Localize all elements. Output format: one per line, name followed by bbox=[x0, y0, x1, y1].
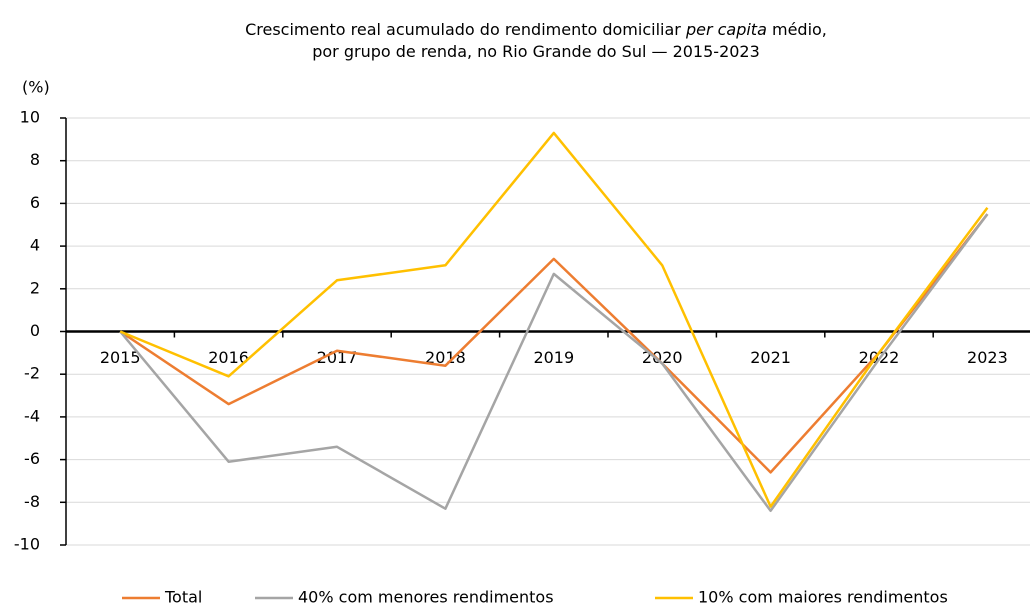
x-tick-label: 2015 bbox=[100, 348, 141, 367]
title-part: médio, bbox=[767, 20, 827, 39]
y-axis-label: (%) bbox=[22, 78, 50, 97]
series-line bbox=[119, 213, 989, 474]
x-tick-label: 2018 bbox=[425, 348, 466, 367]
y-tick-label: 0 bbox=[30, 321, 40, 340]
y-tick-label: -6 bbox=[24, 449, 40, 468]
y-tick-label: -10 bbox=[14, 535, 40, 554]
title-part: Crescimento real acumulado do rendimento… bbox=[245, 20, 686, 39]
y-tick-label: 8 bbox=[30, 150, 40, 169]
y-tick-label: 10 bbox=[20, 108, 40, 127]
legend-label: 40% com menores rendimentos bbox=[298, 588, 554, 607]
series-line bbox=[119, 213, 989, 513]
x-tick-label: 2023 bbox=[967, 348, 1008, 367]
chart-title: por grupo de renda, no Rio Grande do Sul… bbox=[312, 42, 760, 61]
legend-label: Total bbox=[164, 588, 202, 607]
title-part: per capita bbox=[685, 20, 767, 39]
y-tick-label: -8 bbox=[24, 492, 40, 511]
series-line bbox=[119, 131, 989, 508]
y-tick-label: -2 bbox=[24, 364, 40, 383]
y-tick-label: 6 bbox=[30, 193, 40, 212]
legend-label: 10% com maiores rendimentos bbox=[698, 588, 948, 607]
title-part: por grupo de renda, no Rio Grande do Sul… bbox=[312, 42, 760, 61]
chart-title: Crescimento real acumulado do rendimento… bbox=[245, 20, 827, 39]
x-tick-label: 2021 bbox=[750, 348, 791, 367]
x-tick-label: 2016 bbox=[208, 348, 249, 367]
y-tick-label: -4 bbox=[24, 406, 40, 425]
y-tick-label: 4 bbox=[30, 236, 40, 255]
x-tick-label: 2019 bbox=[533, 348, 574, 367]
y-tick-label: 2 bbox=[30, 278, 40, 297]
